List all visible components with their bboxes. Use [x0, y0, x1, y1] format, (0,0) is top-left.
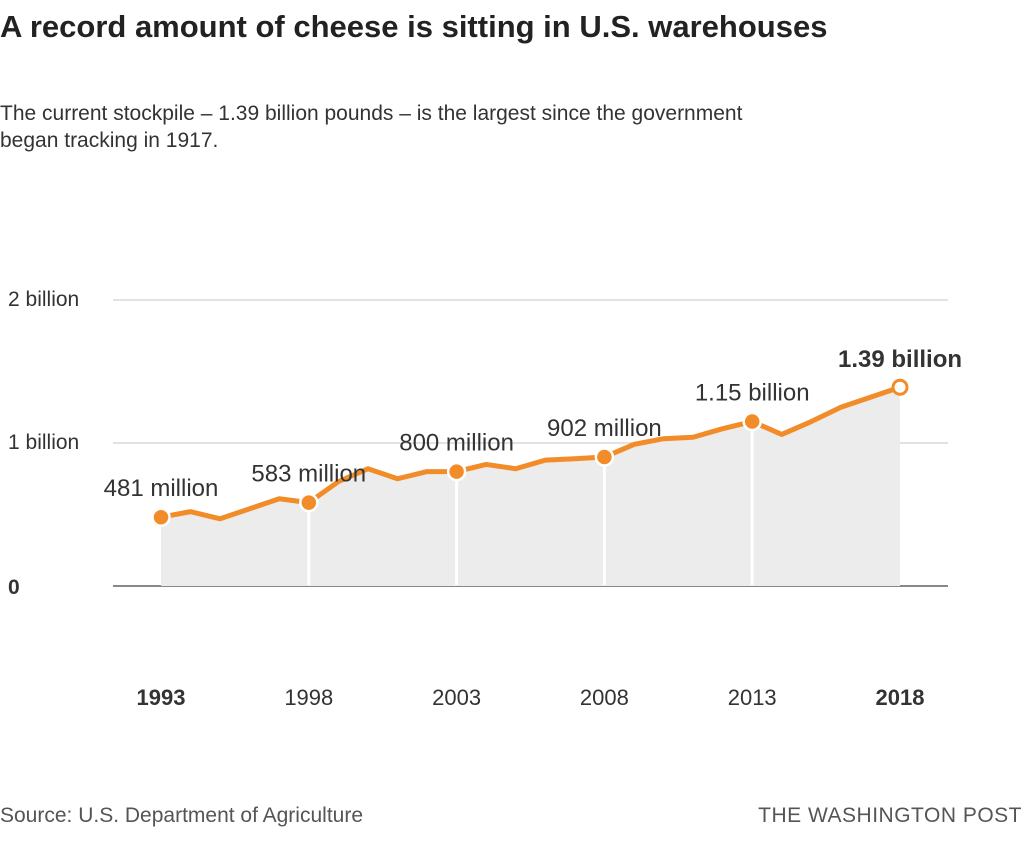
data-label: 481 million: [104, 475, 219, 502]
x-tick-label: 2008: [580, 685, 629, 710]
x-tick-label: 1998: [284, 685, 333, 710]
area-fill: [161, 387, 900, 586]
data-label: 1.39 billion: [838, 346, 962, 373]
source-note: Source: U.S. Department of Agriculture: [0, 804, 363, 827]
data-label: 583 million: [251, 461, 366, 488]
chart-subtitle: The current stockpile – 1.39 billion pou…: [0, 102, 743, 152]
y-tick-label: 1 billion: [8, 431, 79, 454]
x-tick-label: 2018: [876, 685, 925, 710]
y-tick-label: 2 billion: [8, 288, 79, 311]
data-label: 800 million: [399, 430, 514, 457]
data-point: [299, 492, 319, 513]
x-tick-label: 1993: [137, 685, 186, 710]
data-label: 902 million: [547, 415, 662, 442]
data-point: [151, 507, 171, 527]
chart-title: A record amount of cheese is sitting in …: [0, 9, 828, 44]
y-tick-label: 0: [8, 576, 20, 599]
data-point: [891, 378, 909, 396]
x-tick-label: 2003: [432, 685, 481, 710]
credit: THE WASHINGTON POST: [758, 804, 1022, 827]
x-tick-label: 2013: [728, 685, 777, 710]
data-point: [742, 411, 762, 432]
data-label: 1.15 billion: [695, 380, 810, 407]
series-line: [160, 384, 901, 522]
data-point: [446, 461, 467, 482]
data-point: [594, 447, 615, 467]
